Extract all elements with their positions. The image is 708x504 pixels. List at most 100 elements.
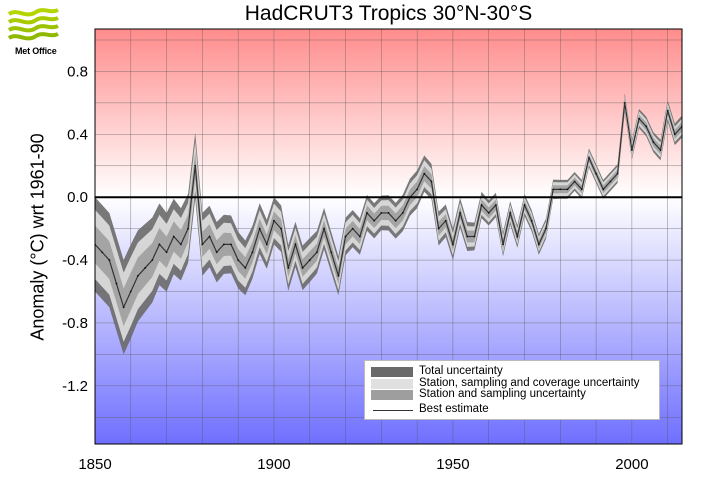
y-tick-label: -0.8 — [62, 315, 88, 332]
data-point — [258, 227, 261, 230]
data-point — [509, 212, 512, 214]
data-point — [180, 243, 182, 246]
data-point — [373, 219, 376, 222]
data-point — [545, 227, 547, 230]
data-point — [580, 188, 583, 191]
y-tick-label: 0.8 — [67, 63, 88, 80]
data-point — [280, 227, 283, 230]
data-point — [666, 109, 669, 112]
data-point — [573, 180, 576, 183]
data-point — [588, 157, 590, 159]
data-point — [530, 219, 533, 222]
legend-line — [373, 410, 413, 411]
data-point — [323, 227, 325, 230]
data-point — [659, 149, 662, 151]
data-point — [330, 251, 333, 254]
data-point — [566, 188, 569, 191]
data-point — [158, 243, 161, 246]
y-tick-label: 0.0 — [67, 189, 88, 206]
data-point — [473, 235, 476, 238]
data-point — [137, 274, 139, 277]
data-point — [423, 172, 426, 175]
data-lines — [95, 101, 682, 309]
data-point — [502, 243, 504, 246]
legend-label: Total uncertainty — [419, 365, 503, 377]
data-point — [552, 188, 555, 191]
data-point — [480, 204, 483, 206]
data-point — [537, 243, 540, 246]
data-point — [523, 204, 526, 206]
data-point — [287, 267, 290, 269]
data-point — [351, 227, 354, 230]
legend-swatch — [371, 367, 413, 377]
legend-swatch — [371, 390, 413, 400]
data-point — [144, 267, 147, 269]
data-point — [215, 251, 218, 254]
data-point — [444, 219, 447, 222]
data-point — [430, 180, 433, 183]
data-point — [652, 141, 655, 144]
x-tick-label: 1950 — [436, 456, 469, 473]
legend: Total uncertainty Station, sampling and … — [364, 360, 660, 420]
plot-frame — [94, 28, 683, 445]
x-tick-label: 2000 — [615, 456, 648, 473]
data-point — [122, 306, 125, 309]
data-point — [673, 133, 676, 136]
data-point — [237, 259, 240, 261]
data-point — [516, 235, 519, 238]
data-point — [466, 235, 469, 238]
data-point — [416, 188, 419, 191]
data-point — [487, 212, 490, 214]
data-point — [459, 212, 461, 214]
data-point — [494, 204, 497, 206]
data-point — [559, 188, 562, 191]
data-point — [115, 282, 118, 285]
y-tick-label: -0.4 — [62, 252, 88, 269]
data-point — [101, 251, 104, 254]
data-point — [108, 259, 111, 261]
data-point — [366, 212, 368, 214]
data-point — [201, 243, 204, 246]
data-point — [616, 172, 619, 175]
y-tick-label: 0.4 — [67, 126, 88, 143]
x-tick-label: 1850 — [78, 456, 111, 473]
data-point — [208, 235, 211, 238]
logo-text: Met Office — [15, 46, 57, 56]
data-point — [387, 212, 390, 214]
data-point — [630, 149, 633, 151]
data-point — [394, 219, 397, 222]
data-point — [316, 251, 318, 254]
data-point — [194, 164, 197, 167]
data-point — [151, 259, 154, 261]
data-point — [401, 212, 404, 214]
data-point — [638, 117, 640, 120]
y-tick-label: -1.2 — [62, 378, 88, 395]
data-point — [294, 243, 297, 246]
legend-swatch — [371, 379, 413, 389]
chart-title: HadCRUT3 Tropics 30°N-30°S — [244, 2, 533, 25]
y-tick-labels: -1.2 -0.8 -0.4 0.0 0.4 0.8 — [62, 63, 88, 394]
data-point — [265, 243, 268, 246]
x-tick-label: 1900 — [257, 456, 290, 473]
data-point — [645, 125, 648, 128]
legend-label: Best estimate — [419, 403, 489, 415]
data-point — [623, 101, 626, 104]
data-point — [602, 188, 605, 191]
data-point — [358, 235, 361, 238]
data-point — [301, 267, 304, 269]
data-point — [165, 251, 168, 254]
wave-logo-icon — [7, 8, 59, 41]
data-point — [222, 243, 225, 246]
data-point — [337, 274, 340, 277]
legend-label: Station, sampling and coverage uncertain… — [419, 377, 640, 389]
data-point — [172, 235, 175, 238]
data-point — [344, 235, 347, 238]
data-point — [251, 251, 254, 254]
data-point — [437, 227, 440, 230]
data-point — [609, 180, 612, 183]
data-point — [129, 290, 132, 293]
data-point — [308, 259, 311, 261]
x-tick-labels: 1850 1900 1950 2000 — [78, 456, 648, 473]
legend-label: Station and sampling uncertainty — [419, 388, 586, 400]
